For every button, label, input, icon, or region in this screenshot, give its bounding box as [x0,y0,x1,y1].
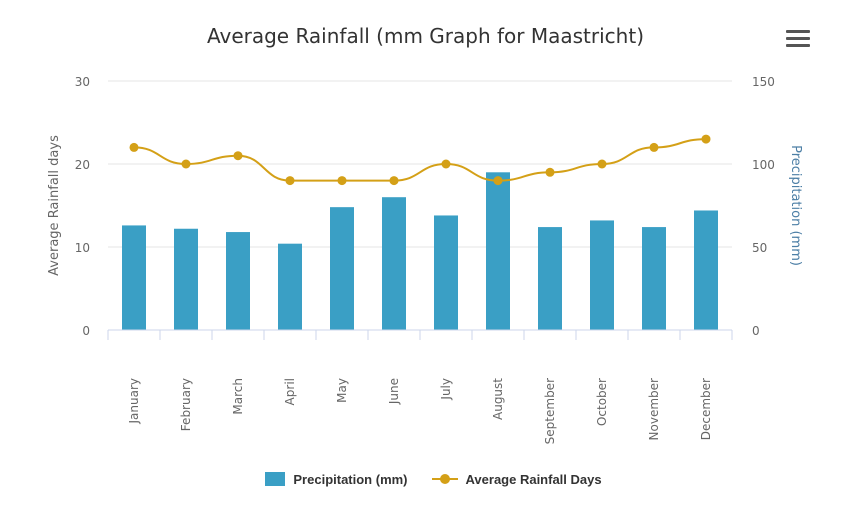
precipitation-bar[interactable] [486,172,510,330]
legend: Precipitation (mm) Average Rainfall Days [0,467,867,491]
legend-bar-swatch-icon [265,472,286,486]
x-axis-category-label: September [543,378,557,444]
menu-line [786,30,810,33]
y-right-tick-label: 0 [752,324,760,338]
menu-line [786,37,810,40]
axes: 0 10 20 30 0 50 100 150 Average Rainfall days Pre… [47,75,803,444]
rainfall-days-point[interactable] [129,142,139,152]
rainfall-days-point[interactable] [181,159,191,169]
x-axis-category-label: August [491,378,505,420]
gridlines [108,80,732,331]
y-right-tick-label: 150 [752,75,775,89]
precipitation-bars [122,172,718,330]
menu-line [786,44,810,47]
x-axis-category-label: May [335,378,349,403]
y-left-tick-label: 30 [75,75,90,89]
precipitation-bar[interactable] [434,215,458,330]
rainfall-days-point[interactable] [389,176,399,186]
legend-label-rainfall-days: Average Rainfall Days [465,471,602,487]
plot-area: 0 10 20 30 0 50 100 150 Average Rainfall days Pre… [47,75,803,444]
legend-item-rainfall-days[interactable]: Average Rainfall Days [431,471,602,487]
precipitation-bar[interactable] [226,232,250,330]
rainfall-days-point[interactable] [285,176,295,186]
precipitation-bar[interactable] [642,227,666,330]
legend-item-precipitation[interactable]: Precipitation (mm) [265,471,408,487]
precipitation-bar[interactable] [590,220,614,330]
chart-title: Average Rainfall (mm Graph for Maastrich… [206,24,644,48]
x-axis-category-label: February [179,378,193,431]
rainfall-days-point[interactable] [441,159,451,169]
rainfall-days-point[interactable] [233,151,243,161]
x-axis-category-label: June [387,378,401,405]
x-axis-category-label: December [699,378,713,440]
y-left-tick-label: 0 [82,324,90,338]
legend-line-swatch-icon [431,472,458,486]
x-axis-category-label: March [231,378,245,415]
rainfall-days-point[interactable] [701,134,711,144]
y-left-tick-label: 20 [75,158,90,172]
x-axis-category-label: July [439,378,453,401]
rainfall-days-line [129,134,711,186]
rainfall-days-point[interactable] [493,176,503,186]
rainfall-days-point[interactable] [545,167,555,177]
precipitation-bar[interactable] [122,225,146,330]
rainfall-days-point[interactable] [649,142,659,152]
hamburger-menu-icon[interactable] [786,30,810,52]
precipitation-bar[interactable] [278,243,302,330]
y-right-tick-label: 100 [752,158,775,172]
y-right-tick-label: 50 [752,241,767,255]
x-axis-category-label: November [647,378,661,440]
x-axis-category-label: October [595,378,609,426]
precipitation-bar[interactable] [382,197,406,330]
x-axis-category-label: January [127,378,141,425]
rainfall-days-series-line [133,138,707,182]
precipitation-bar[interactable] [174,228,198,330]
precipitation-bar[interactable] [538,227,562,330]
y-right-axis-title: Precipitation (mm) [788,145,803,266]
rainfall-days-point[interactable] [337,176,347,186]
rainfall-days-point[interactable] [597,159,607,169]
x-axis-category-label: April [283,378,297,405]
y-left-axis-title: Average Rainfall days [47,135,62,276]
legend-label-precipitation: Precipitation (mm) [293,471,408,487]
y-left-tick-label: 10 [75,241,90,255]
precipitation-bar[interactable] [694,210,718,330]
precipitation-bar[interactable] [330,207,354,330]
